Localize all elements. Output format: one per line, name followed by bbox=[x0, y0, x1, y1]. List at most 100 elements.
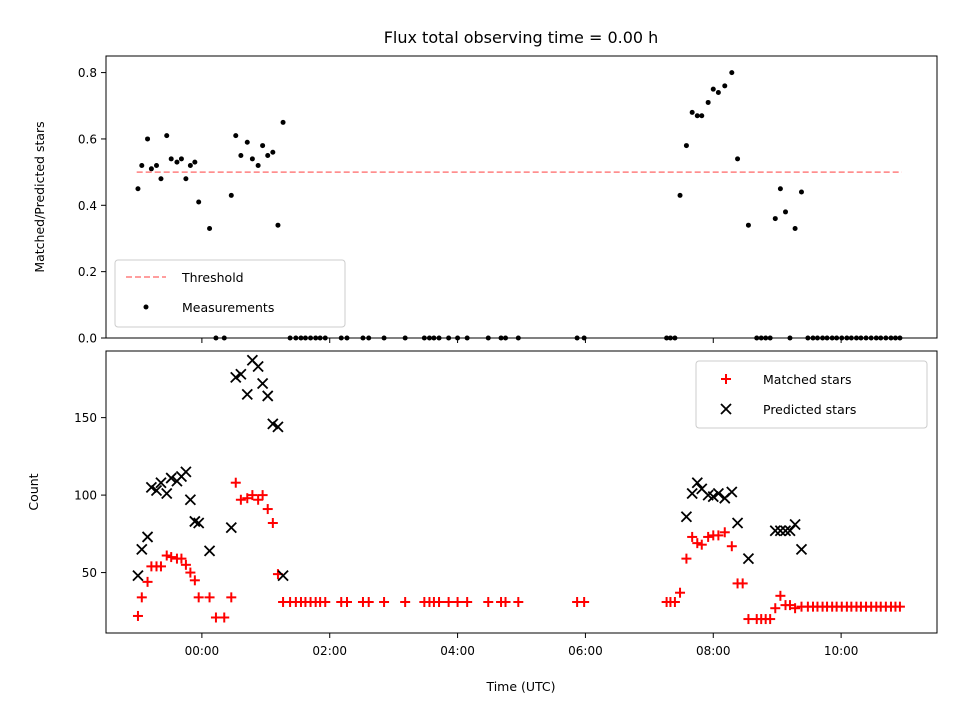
threshold-legend-label: Threshold bbox=[181, 270, 244, 285]
measurement-point bbox=[699, 113, 705, 119]
measurement-point bbox=[839, 335, 845, 341]
matched-legend-label: Matched stars bbox=[763, 372, 851, 387]
matched-star-point bbox=[176, 553, 187, 564]
matched-star-point bbox=[775, 590, 786, 601]
matched-star-point bbox=[765, 614, 776, 625]
measurement-point bbox=[824, 335, 830, 341]
predicted-star-point bbox=[150, 484, 163, 497]
predicted-star-point bbox=[686, 487, 698, 500]
measurement-point bbox=[878, 335, 884, 341]
predicted-star-point bbox=[691, 477, 703, 489]
matched-star-point bbox=[400, 597, 411, 608]
bottom-x-tick-label: 06:00 bbox=[568, 644, 603, 658]
matched-star-point bbox=[579, 597, 590, 608]
bottom-x-tick-label: 04:00 bbox=[440, 644, 475, 658]
measurement-point bbox=[683, 143, 689, 149]
matched-star-point bbox=[242, 493, 253, 504]
measurement-point bbox=[233, 133, 239, 139]
measurement-point bbox=[758, 335, 764, 341]
predicted-star-point bbox=[184, 494, 197, 506]
matched-star-point bbox=[341, 597, 352, 608]
measurement-point bbox=[515, 335, 521, 341]
bottom-legend-box bbox=[695, 360, 928, 429]
predicted-star-point bbox=[774, 525, 787, 537]
measurement-point bbox=[883, 335, 889, 341]
bottom-plot-frame bbox=[105, 350, 938, 634]
measurement-point bbox=[174, 159, 180, 165]
measurement-point bbox=[783, 209, 789, 215]
bottom-x-axis: 00:00 02:00 04:00 06:00 08:00 10:00 bbox=[185, 633, 859, 658]
predicted-star-point bbox=[769, 525, 781, 537]
matched-star-point bbox=[166, 552, 177, 563]
measurement-point bbox=[135, 186, 141, 192]
measurement-point bbox=[455, 335, 461, 341]
measurement-point bbox=[178, 156, 184, 162]
bottom-x-tick-label: 02:00 bbox=[312, 644, 347, 658]
measurement-point bbox=[308, 335, 314, 341]
measurement-point bbox=[729, 70, 735, 76]
matched-stars-series bbox=[132, 477, 905, 625]
measurement-point bbox=[344, 335, 350, 341]
measurement-point bbox=[735, 156, 741, 162]
matched-star-point bbox=[675, 587, 686, 598]
matched-star-point bbox=[703, 531, 714, 542]
predicted-star-point bbox=[742, 552, 755, 565]
measurement-point bbox=[667, 335, 673, 341]
measurement-point bbox=[187, 162, 193, 168]
measurement-point bbox=[293, 335, 299, 341]
top-y-tick-label: 0.4 bbox=[78, 199, 97, 213]
measurement-point bbox=[888, 335, 894, 341]
measurement-point bbox=[402, 335, 408, 341]
matched-star-point bbox=[726, 541, 737, 552]
measurement-point bbox=[221, 335, 227, 341]
measurement-point bbox=[265, 153, 271, 159]
matched-star-point bbox=[452, 597, 463, 608]
measurement-point bbox=[255, 162, 261, 168]
measurement-point bbox=[873, 335, 879, 341]
top-x-ticks bbox=[201, 338, 842, 343]
predicted-star-point bbox=[277, 570, 289, 582]
measurement-point bbox=[863, 335, 869, 341]
matched-star-point bbox=[155, 561, 166, 572]
matched-star-point bbox=[267, 517, 278, 528]
measurement-point bbox=[302, 335, 308, 341]
measurement-point bbox=[446, 335, 452, 341]
matched-star-point bbox=[513, 597, 524, 608]
bottom-x-tick-label: 00:00 bbox=[185, 644, 220, 658]
matched-star-point bbox=[462, 597, 473, 608]
predicted-star-point bbox=[789, 518, 801, 531]
predicted-star-point bbox=[180, 466, 192, 478]
bottom-x-tick-label: 08:00 bbox=[696, 644, 731, 658]
measurement-point bbox=[249, 156, 255, 162]
matched-star-point bbox=[262, 504, 273, 515]
bottom-x-tick-label: 10:00 bbox=[824, 644, 859, 658]
predicted-stars-series bbox=[132, 354, 808, 582]
measurement-point bbox=[689, 109, 695, 115]
matched-star-point bbox=[770, 603, 781, 614]
predicted-star-point bbox=[241, 388, 253, 401]
measurement-point bbox=[777, 186, 783, 192]
measurement-point bbox=[722, 83, 728, 89]
top-y-axis-label: Matched/Predicted stars bbox=[32, 121, 47, 272]
measurement-point bbox=[868, 335, 874, 341]
measurement-point bbox=[820, 335, 826, 341]
matched-star-point bbox=[320, 597, 331, 608]
measurement-point bbox=[366, 335, 372, 341]
measurement-point bbox=[763, 335, 769, 341]
matched-star-point bbox=[669, 597, 680, 608]
measurement-point bbox=[168, 156, 174, 162]
measurement-point bbox=[805, 335, 811, 341]
matched-star-point bbox=[257, 490, 268, 501]
matched-star-point bbox=[784, 600, 795, 611]
chart-title: Flux total observing time = 0.00 h bbox=[384, 28, 659, 47]
predicted-star-point bbox=[726, 486, 738, 498]
measurement-point bbox=[574, 335, 580, 341]
measurement-point bbox=[853, 335, 859, 341]
predicted-star-point bbox=[145, 481, 158, 493]
top-legend: Threshold Measurements bbox=[114, 259, 346, 328]
predicted-star-point bbox=[189, 515, 201, 528]
matched-star-point bbox=[696, 539, 707, 550]
matched-star-point bbox=[247, 490, 258, 501]
measurement-point bbox=[287, 335, 293, 341]
